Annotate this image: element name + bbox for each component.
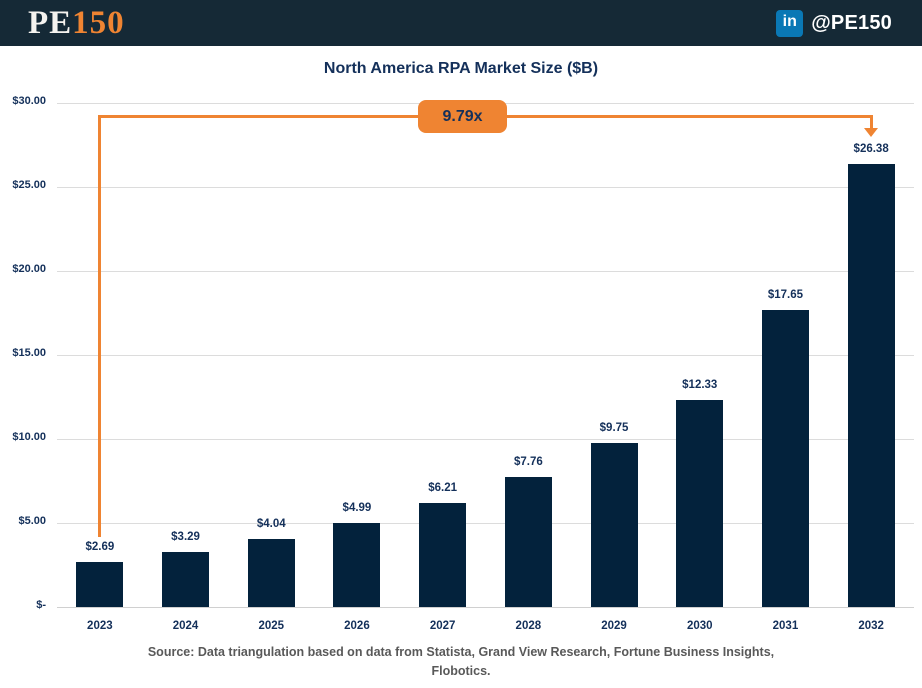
bar-2026 — [333, 523, 381, 607]
pe150-logo: PE 150 — [28, 4, 125, 41]
linkedin-handle: @PE150 — [811, 11, 892, 34]
annotation-arrowhead-icon — [864, 128, 879, 137]
source-line-2: Flobotics. — [431, 664, 491, 678]
bar-value-label: $9.75 — [599, 422, 629, 435]
bar-2024 — [162, 551, 210, 607]
annotation-right-vertical-line — [869, 115, 873, 129]
linkedin-link[interactable]: in @PE150 — [776, 9, 892, 37]
y-tick-label: $10.00 — [12, 431, 46, 443]
x-tick-label: 2032 — [858, 620, 884, 632]
x-tick-label: 2027 — [429, 620, 456, 632]
x-tick-label: 2031 — [772, 620, 799, 632]
logo-text-pe: PE — [28, 4, 73, 41]
bar-2032 — [847, 163, 895, 607]
bar-value-label: $4.04 — [256, 518, 286, 531]
linkedin-icon: in — [776, 9, 804, 37]
bar-value-label: $4.99 — [342, 502, 372, 515]
x-tick-label: 2026 — [344, 620, 370, 632]
bar-value-label: $7.76 — [513, 455, 543, 468]
source-note: Source: Data triangulation based on data… — [0, 643, 922, 681]
bar-2028 — [504, 476, 552, 607]
bar-2030 — [676, 399, 724, 607]
gridline — [57, 522, 914, 524]
y-tick-label: $20.00 — [12, 263, 46, 275]
y-tick-label: $5.00 — [18, 515, 46, 527]
gridline — [57, 354, 914, 356]
growth-multiple-badge: 9.79x — [418, 100, 507, 133]
bar-value-label: $6.21 — [428, 481, 458, 494]
source-line-1: Source: Data triangulation based on data… — [147, 645, 775, 659]
x-tick-label: 2029 — [601, 620, 627, 632]
bar-value-label: $3.29 — [171, 530, 200, 543]
x-tick-label: 2025 — [258, 620, 285, 632]
y-tick-label: $30.00 — [12, 95, 46, 107]
logo-text-150: 150 — [72, 4, 125, 41]
chart-title: North America RPA Market Size ($B) — [323, 60, 599, 77]
gridline — [57, 270, 914, 272]
x-tick-label: 2023 — [87, 620, 113, 632]
y-tick-label: $15.00 — [12, 347, 46, 359]
bar-2023 — [76, 561, 124, 607]
y-tick-label: $- — [36, 599, 46, 611]
bar-value-label: $17.65 — [767, 289, 804, 302]
gridline — [57, 438, 914, 440]
annotation-left-vertical-line — [98, 115, 102, 537]
header: PE 150 in @PE150 — [0, 0, 922, 46]
bar-value-label: $2.69 — [85, 540, 115, 553]
x-tick-label: 2028 — [515, 620, 542, 632]
x-tick-label: 2024 — [172, 620, 199, 632]
bar-2025 — [247, 539, 295, 607]
x-tick-label: 2030 — [686, 620, 713, 632]
gridline — [57, 186, 914, 188]
bar-2031 — [761, 310, 809, 607]
bar-value-label: $26.38 — [853, 142, 889, 155]
bar-value-label: $12.33 — [682, 378, 718, 391]
y-tick-label: $25.00 — [12, 179, 46, 191]
bar-2029 — [590, 443, 638, 607]
bar-2027 — [419, 502, 467, 607]
x-axis-line — [57, 606, 914, 608]
